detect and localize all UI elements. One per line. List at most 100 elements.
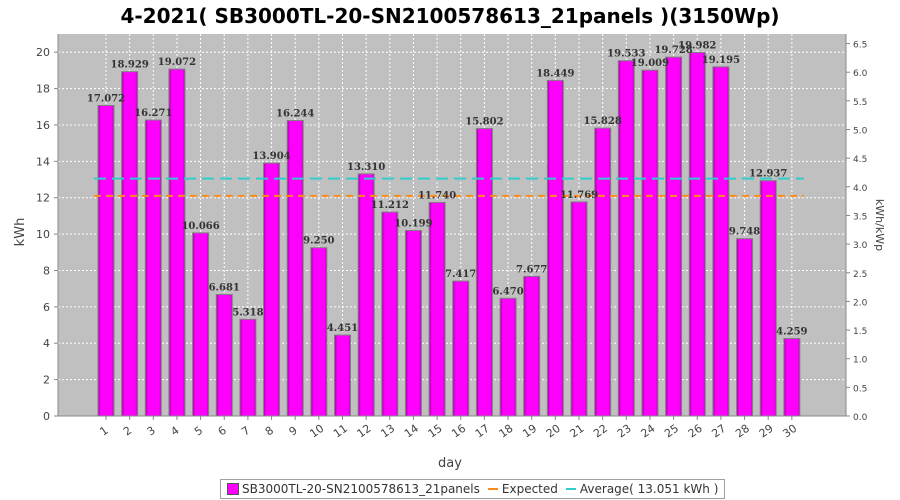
bar-value-label: 10.066 [181, 221, 219, 232]
x-tick-label: 10 [307, 422, 326, 441]
legend-swatch-average [565, 488, 576, 490]
bar-value-label: 19.982 [678, 41, 716, 52]
x-tick-label: 23 [615, 422, 634, 441]
bar-value-label: 13.310 [347, 162, 385, 173]
y2-tick-label: 0.0 [853, 413, 868, 423]
bar-value-label: 12.937 [749, 169, 787, 180]
legend: SB3000TL-20-SN2100578613_21panels Expect… [220, 479, 726, 499]
x-tick-label: 24 [638, 422, 657, 441]
y2-tick-label: 0.5 [853, 384, 867, 394]
bar-value-label: 4.451 [327, 323, 358, 334]
x-tick-label: 16 [449, 422, 468, 441]
bar-value-label: 19.533 [607, 49, 645, 60]
x-tick-label: 5 [192, 424, 205, 439]
bar [688, 52, 706, 417]
x-tick-label: 27 [709, 422, 728, 441]
y-tick-label: 0 [43, 410, 50, 423]
bar [168, 68, 186, 417]
legend-swatch-series [227, 483, 239, 495]
bar [641, 69, 659, 417]
x-tick-label: 17 [473, 422, 492, 441]
y2-tick-label: 6.5 [853, 41, 867, 51]
bar-value-label: 6.681 [209, 282, 240, 293]
x-tick-label: 20 [544, 422, 563, 441]
x-tick-label: 8 [263, 424, 276, 439]
bar-value-label: 15.802 [465, 117, 503, 128]
bar [759, 180, 777, 417]
y-tick-label: 6 [43, 301, 50, 314]
y-tick-label: 14 [36, 155, 50, 168]
y-tick-label: 12 [36, 192, 50, 205]
x-tick-label: 14 [402, 422, 421, 441]
bar-value-label: 7.417 [445, 269, 476, 280]
bar [239, 318, 257, 417]
bar [736, 238, 754, 417]
y2-tick-label: 3.5 [853, 212, 867, 222]
bar [546, 79, 564, 417]
y2-tick-label: 4.5 [853, 155, 867, 165]
x-tick-label: 22 [591, 422, 610, 441]
legend-label-expected: Expected [501, 482, 558, 496]
y2-tick-label: 5.5 [853, 98, 867, 108]
bar [310, 247, 328, 417]
legend-label-average: Average( 13.051 kWh ) [579, 482, 719, 496]
x-tick-label: 13 [378, 422, 397, 441]
bar [428, 201, 446, 417]
y-tick-label: 4 [43, 337, 50, 350]
x-tick-label: 7 [239, 424, 252, 439]
legend-item-average: Average( 13.051 kWh ) [565, 482, 719, 496]
bar [475, 128, 493, 417]
y2-tick-label: 3.0 [853, 241, 868, 251]
bar [97, 104, 115, 417]
bar-value-label: 13.904 [252, 151, 290, 162]
x-tick-label: 4 [168, 424, 181, 439]
bar-value-label: 9.250 [303, 236, 334, 247]
x-tick-label: 3 [145, 424, 158, 439]
y2-tick-label: 4.0 [853, 184, 868, 194]
bar [594, 127, 612, 417]
y2-tick-label: 1.5 [853, 327, 867, 337]
x-tick-label: 1 [97, 424, 110, 439]
bar [381, 211, 399, 417]
bar [712, 66, 730, 417]
y-axis-label: kWh [13, 218, 28, 247]
bar-value-label: 7.677 [516, 264, 547, 275]
bar [617, 60, 635, 417]
bar-value-label: 18.929 [111, 60, 149, 71]
bar-value-label: 5.318 [232, 307, 263, 318]
y2-tick-label: 2.0 [853, 298, 868, 308]
bar [499, 297, 517, 417]
bar-value-label: 19.072 [158, 57, 196, 68]
y-tick-label: 8 [43, 264, 50, 277]
bar-value-label: 16.271 [134, 108, 172, 119]
bar [215, 293, 233, 417]
bar-value-label: 11.212 [371, 200, 409, 211]
y-tick-label: 20 [36, 46, 50, 59]
y-tick-label: 10 [36, 228, 50, 241]
bar-value-label: 19.009 [631, 58, 669, 69]
x-tick-label: 6 [216, 424, 229, 439]
x-tick-label: 25 [662, 422, 681, 441]
y2-tick-label: 6.0 [853, 69, 868, 79]
x-tick-label: 18 [497, 422, 516, 441]
y2-tick-label: 5.0 [853, 127, 868, 137]
x-tick-label: 21 [568, 422, 587, 441]
x-tick-label: 2 [121, 424, 134, 439]
bar [783, 338, 801, 417]
chart-title: 4-2021( SB3000TL-20-SN2100578613_21panel… [120, 4, 780, 28]
x-tick-label: 15 [426, 422, 445, 441]
y2-tick-label: 1.0 [853, 356, 868, 366]
x-tick-label: 30 [780, 422, 799, 441]
bar [121, 71, 139, 417]
y2-axis-label: kWh/kWp [873, 199, 886, 251]
y-tick-label: 16 [36, 119, 50, 132]
bar-value-label: 4.259 [776, 327, 807, 338]
bar [286, 120, 304, 417]
bar-value-label: 18.449 [536, 68, 574, 79]
bar-value-label: 11.740 [418, 190, 456, 201]
bar [665, 56, 683, 417]
bar [404, 229, 422, 417]
bar [192, 232, 210, 417]
bar-value-label: 19.195 [702, 55, 740, 66]
